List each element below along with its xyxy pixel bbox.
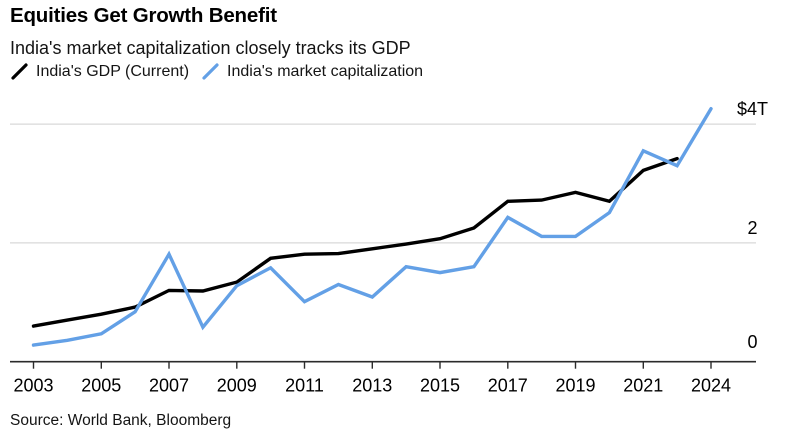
x-axis-label-2017: 2017 xyxy=(488,376,528,396)
mcap-line-legend-icon xyxy=(202,63,219,80)
legend-label-mcap: India's market capitalization xyxy=(227,62,424,80)
x-axis-label-2021: 2021 xyxy=(623,376,663,396)
x-axis-label-2015: 2015 xyxy=(420,376,460,396)
chart-title: Equities Get Growth Benefit xyxy=(10,4,277,27)
x-axis-label-2003: 2003 xyxy=(13,376,53,396)
legend-item-gdp: India's GDP (Current) xyxy=(10,62,189,81)
x-axis-label-2011: 2011 xyxy=(285,376,324,396)
x-axis-label-2007: 2007 xyxy=(149,376,189,396)
x-axis-label-2009: 2009 xyxy=(217,376,257,396)
x-axis-label-2019: 2019 xyxy=(555,376,595,396)
legend-label-gdp: India's GDP (Current) xyxy=(36,62,190,80)
y-axis-label-4: $4T xyxy=(737,99,768,119)
chart-subtitle: India's market capitalization closely tr… xyxy=(10,38,411,58)
y-axis-label-2: 2 xyxy=(747,218,757,238)
mcap-line xyxy=(31,107,713,347)
source-note: Source: World Bank, Bloomberg xyxy=(10,412,232,429)
x-axis-label-2013: 2013 xyxy=(352,376,392,396)
line-chart: $4T 2 0 2003 2005 2007 2009 2011 2013 2015 2017 201… xyxy=(10,99,768,396)
legend-item-mcap: India's market capitalization xyxy=(201,62,423,81)
x-axis-label-2024: 2024 xyxy=(691,376,731,396)
y-axis-label-0: 0 xyxy=(747,332,757,352)
x-axis-label-2005: 2005 xyxy=(81,376,121,396)
gdp-line-legend-icon xyxy=(11,63,28,80)
legend: India's GDP (Current) India's market cap… xyxy=(10,62,423,81)
